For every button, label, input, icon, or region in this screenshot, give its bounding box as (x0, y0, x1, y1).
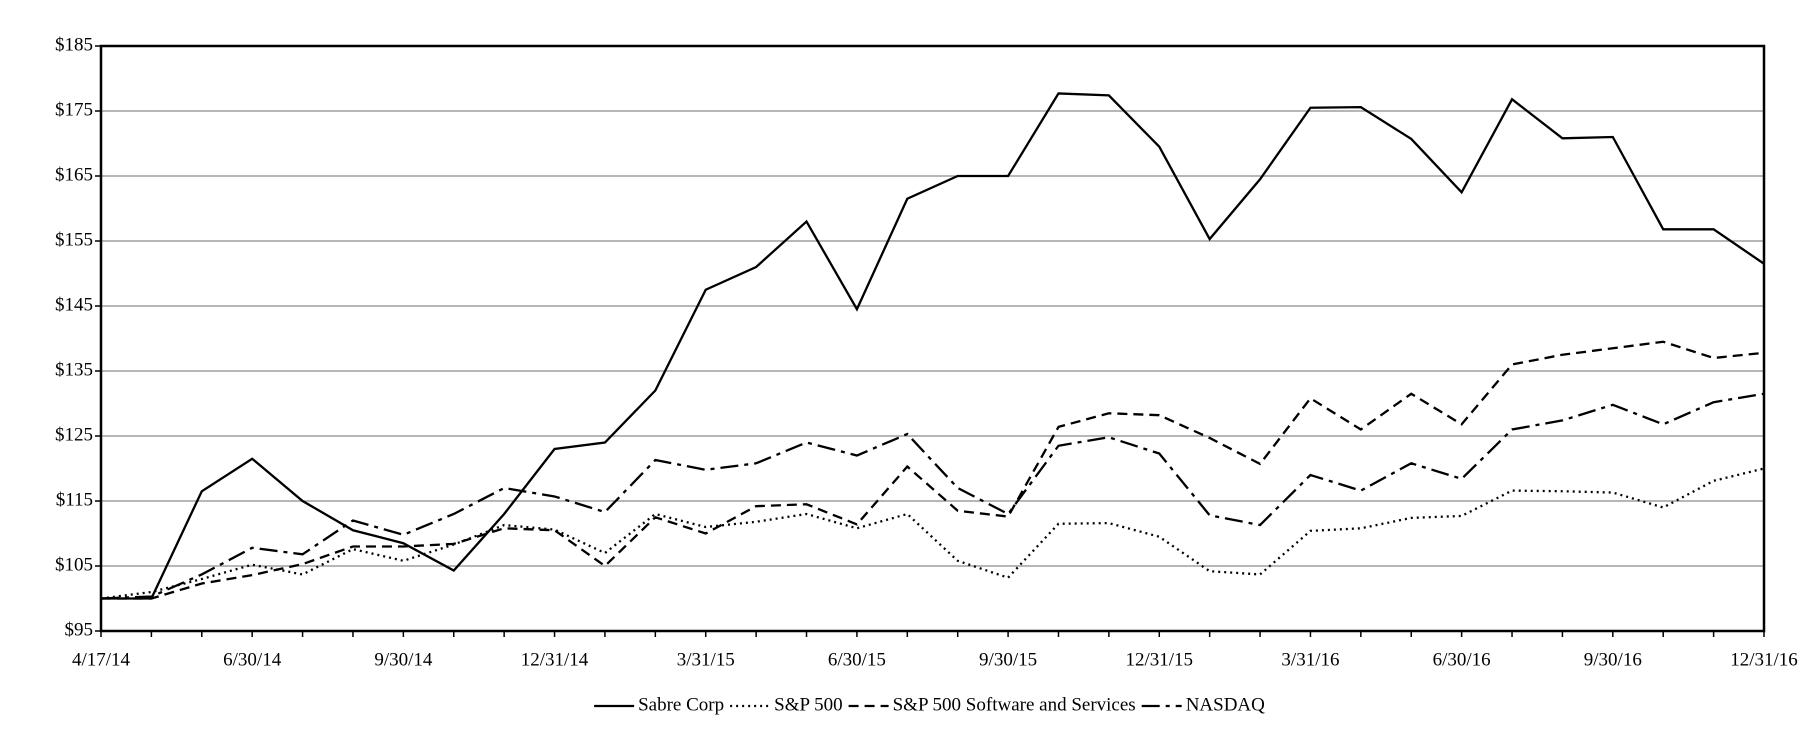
x-tick-label: 3/31/16 (1281, 649, 1339, 670)
plot-frame (99, 44, 1766, 633)
x-tick-label: 6/30/16 (1433, 649, 1491, 670)
x-tick-label: 9/30/15 (979, 649, 1037, 670)
series-line (100, 392, 1765, 600)
y-tick-label: $175 (55, 99, 93, 120)
y-tick-label: $105 (55, 554, 93, 575)
series-line (101, 340, 1765, 600)
legend-label: S&P 500 Software and Services (893, 694, 1136, 715)
x-tick-label: 12/31/15 (1125, 649, 1193, 670)
y-tick-label: $135 (55, 359, 93, 380)
x-tick-label: 9/30/14 (374, 649, 433, 670)
series-line (100, 467, 1765, 600)
y-tick-label: $115 (56, 489, 93, 510)
y-tick-label: $145 (55, 294, 93, 315)
y-tick-label: $165 (55, 164, 93, 185)
legend-label: Sabre Corp (638, 694, 724, 715)
series-line (101, 92, 1765, 600)
x-tick-label: 3/31/15 (677, 649, 735, 670)
legend-label: NASDAQ (1186, 694, 1265, 715)
x-tick-label: 9/30/16 (1584, 649, 1642, 670)
x-tick-label: 6/30/15 (828, 649, 886, 670)
x-tick-label: 12/31/14 (521, 649, 589, 670)
legend-label: S&P 500 (774, 694, 842, 715)
x-tick-label: 12/31/16 (1730, 649, 1798, 670)
y-tick-label: $155 (55, 229, 93, 250)
y-tick-label: $95 (65, 619, 94, 640)
y-tick-label: $125 (55, 424, 93, 445)
y-tick-label: $185 (55, 34, 93, 55)
x-tick-label: 6/30/14 (223, 649, 282, 670)
x-tick-label: 4/17/14 (72, 649, 131, 670)
